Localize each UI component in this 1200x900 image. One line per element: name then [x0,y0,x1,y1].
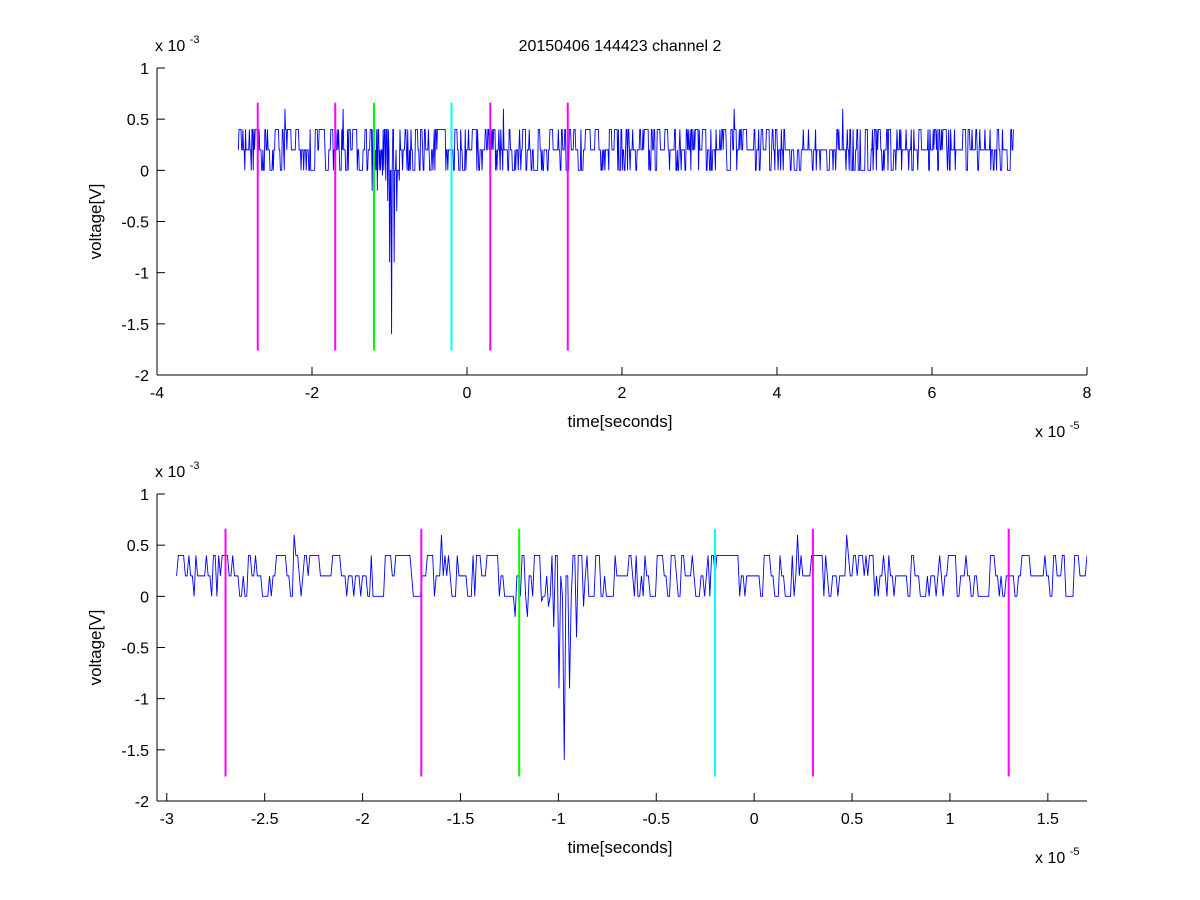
y-exponent-label: x 10 -3 [155,34,199,55]
x-tick-label: 0 [463,385,472,402]
figure-title: 20150406 144423 channel 2 [519,38,722,55]
y-tick-label: 0 [140,589,149,606]
y-tick-label: 0.5 [127,112,149,129]
y-tick-label: -1 [135,692,149,709]
signal-trace [176,534,1087,761]
y-exponent-label: x 10 -3 [155,460,199,481]
x-tick-label: -0.5 [642,811,670,828]
y-tick-label: -0.5 [121,641,149,658]
x-tick-label: 2 [618,385,627,402]
y-axis-title: voltage[V] [86,610,105,686]
x-tick-label: 8 [1083,385,1092,402]
x-tick-label: -1.5 [447,811,475,828]
y-tick-label: 0.5 [127,538,149,555]
y-tick-label: -1.5 [121,743,149,760]
x-tick-label: -4 [150,385,164,402]
x-tick-label: 1.5 [1037,811,1059,828]
plot-panel-bottom: -3 -2.5 -2 -1.5 -1 -0.5 0 0.5 1 1.5 1 0.5 0 -0.5 -1 -1.… [86,460,1087,867]
x-tick-label: -3 [160,811,174,828]
y-tick-label: -0.5 [121,215,149,232]
y-tick-label: -2 [135,368,149,385]
x-tick-label: -2 [355,811,369,828]
x-tick-label: -2 [305,385,319,402]
plot-panel-top: -4 -2 0 2 4 6 810.50-0.5-1-1.5-2time[seconds]v… [86,34,1092,441]
y-tick-label: -2 [135,794,149,811]
x-tick-label: -2.5 [251,811,279,828]
x-tick-label: 1 [945,811,954,828]
x-exponent-label: x 10 -5 [1035,420,1079,441]
y-tick-label: -1.5 [121,317,149,334]
signal-trace [237,108,1014,335]
y-tick-label: -1 [135,266,149,283]
x-axis-title: time[seconds] [568,838,673,857]
x-tick-label: -1 [551,811,565,828]
y-axis-title: voltage[V] [86,184,105,260]
x-tick-label: 6 [928,385,937,402]
x-tick-label: 4 [773,385,782,402]
x-exponent-label: x 10 -5 [1035,846,1079,867]
y-tick-label: 1 [140,61,149,78]
x-tick-label: 0 [750,811,759,828]
x-tick-label: 0.5 [841,811,863,828]
x-axis-title: time[seconds] [568,412,673,431]
y-tick-label: 0 [140,163,149,180]
y-tick-label: 1 [140,487,149,504]
